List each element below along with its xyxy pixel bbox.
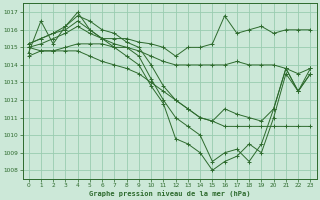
X-axis label: Graphe pression niveau de la mer (hPa): Graphe pression niveau de la mer (hPa) xyxy=(89,190,250,197)
